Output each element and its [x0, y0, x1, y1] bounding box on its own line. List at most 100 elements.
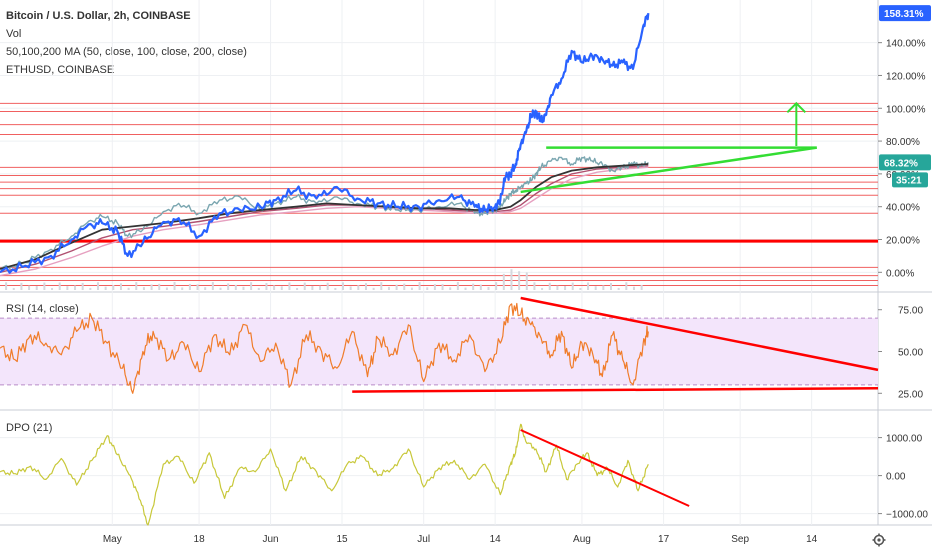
volume-bar [12, 287, 15, 290]
volume-bar [127, 287, 130, 290]
green-up-arrow-head[interactable] [786, 101, 807, 114]
volume-bar [181, 287, 184, 290]
price-series-eth[interactable] [0, 156, 649, 270]
volume-bar [533, 282, 536, 290]
rsi-band [0, 318, 878, 385]
volume-bar [617, 287, 620, 290]
volume-bar [495, 282, 498, 290]
time-axis-tick-label: 18 [194, 534, 206, 545]
volume-bar [319, 285, 322, 290]
time-axis-tick-label: 15 [336, 534, 348, 545]
time-axis-tick-label: Jul [417, 534, 430, 545]
volume-bar [150, 284, 153, 290]
volume-bar [288, 282, 291, 290]
volume-bar [43, 282, 46, 290]
volume-bar [610, 282, 613, 290]
eth-price-badge[interactable] [879, 154, 931, 171]
volume-bar [66, 286, 69, 290]
price-axis-tick-label: 140.00% [886, 39, 926, 50]
bar-countdown-badge [892, 172, 928, 188]
price-series-ma50[interactable] [0, 163, 649, 270]
volume-bar [625, 282, 628, 290]
price-series-btc[interactable] [0, 12, 650, 274]
volume-bar [204, 287, 207, 290]
volume-bar [5, 282, 8, 290]
rsi-support-trendline[interactable] [352, 387, 879, 393]
bar-countdown-text: 35:21 [896, 175, 922, 186]
volume-bar [74, 285, 77, 290]
volume-bar [418, 282, 421, 290]
compare-symbol-label[interactable]: ETHUSD, COINBASE [6, 64, 115, 76]
rsi-axis-tick-label: 75.00 [898, 306, 923, 317]
gear-icon[interactable] [872, 533, 886, 547]
volume-bar [96, 282, 99, 290]
volume-bar [35, 286, 38, 290]
volume-bar [51, 287, 54, 290]
price-axis-tick-label: 20.00% [886, 236, 920, 247]
time-axis-tick-label: Aug [573, 534, 591, 545]
volume-bar [81, 282, 84, 290]
volume-bar [273, 285, 276, 290]
volume-bar [449, 287, 452, 290]
volume-bar [571, 282, 574, 290]
volume-bar [502, 273, 505, 290]
dpo-line[interactable] [0, 423, 649, 526]
time-axis-tick-label: May [103, 534, 122, 545]
chart-legend: Bitcoin / U.S. Dollar, 2h, COINBASE Vol … [6, 7, 247, 79]
rsi-axis-tick-label: 50.00 [898, 348, 923, 359]
time-axis-tick-label: 14 [490, 534, 502, 545]
volume-bar [395, 284, 398, 290]
dpo-falling-trendline[interactable] [520, 429, 690, 507]
time-axis-tick-label: Sep [731, 534, 749, 545]
volume-bar [518, 271, 521, 290]
volume-bar [479, 284, 482, 290]
volume-bar [165, 287, 168, 290]
rsi-falling-trendline[interactable] [520, 296, 879, 372]
time-axis-tick-label: Jun [262, 534, 278, 545]
rsi-line[interactable] [0, 302, 649, 394]
volume-bar [349, 286, 352, 290]
volume-bar [342, 282, 345, 290]
volume-bar [173, 282, 176, 290]
btc-price-badge-text: 158.31% [884, 9, 924, 20]
time-axis-tick-label: 14 [806, 534, 818, 545]
volume-bar [372, 287, 375, 290]
volume-bar [242, 286, 245, 290]
symbol-title[interactable]: Bitcoin / U.S. Dollar, 2h, COINBASE [6, 10, 191, 22]
volume-bar [265, 282, 268, 290]
price-axis-tick-label: 40.00% [886, 203, 920, 214]
volume-bar [188, 283, 191, 290]
moving-average-label[interactable]: 50,100,200 MA (50, close, 100, close, 20… [6, 46, 247, 58]
dpo-axis-tick-label: 0.00 [886, 472, 906, 483]
price-axis-tick-label: 80.00% [886, 137, 920, 148]
volume-bar [112, 285, 115, 290]
volume-bar [456, 282, 459, 290]
price-axis-tick-label: 0.00% [886, 268, 914, 279]
volume-bar [119, 283, 122, 290]
volume-bar [227, 283, 230, 290]
volume-bar [564, 286, 567, 290]
rsi-axis-tick-label: 25.00 [898, 389, 923, 400]
volume-bar [579, 287, 582, 290]
volume-bar [357, 285, 360, 290]
volume-bar [556, 285, 559, 290]
rsi-pane-title[interactable]: RSI (14, close) [6, 303, 79, 315]
volume-label[interactable]: Vol [6, 28, 22, 40]
volume-bar [135, 282, 138, 290]
eth-price-badge-text: 68.32% [884, 158, 918, 169]
volume-bar [525, 272, 528, 290]
volume-bar [640, 284, 643, 290]
price-pane[interactable] [0, 12, 878, 290]
volume-bar [58, 282, 61, 290]
rsi-pane[interactable] [0, 296, 879, 394]
volume-bar [104, 286, 107, 290]
dpo-pane[interactable] [0, 423, 690, 526]
green-rising-trendline[interactable] [520, 146, 817, 194]
volume-bar [472, 283, 475, 290]
dpo-pane-title[interactable]: DPO (21) [6, 422, 53, 434]
volume-bar [158, 283, 161, 290]
volume-bar [296, 287, 299, 290]
btc-price-badge[interactable] [879, 5, 931, 22]
volume-bar [326, 282, 329, 290]
